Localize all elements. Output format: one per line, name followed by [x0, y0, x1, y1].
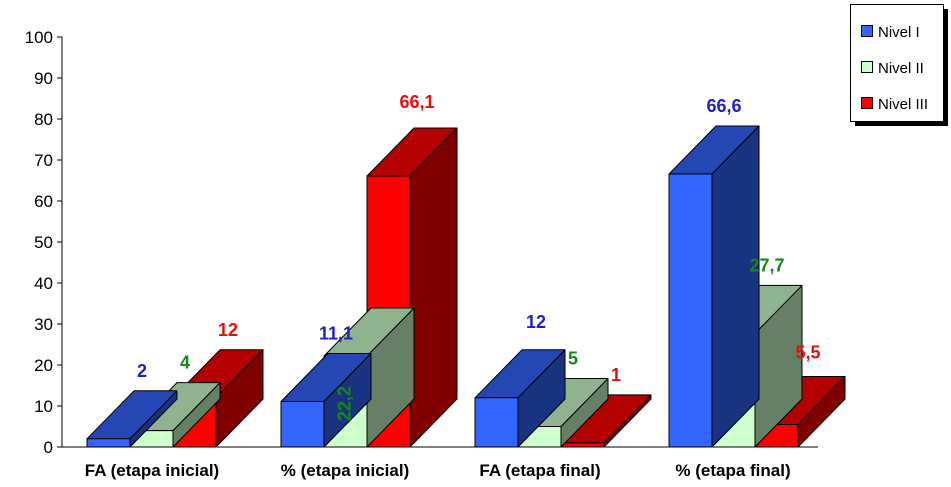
y-tick-label: 70	[34, 151, 53, 170]
data-label: 11,1	[319, 323, 353, 343]
y-tick-label: 100	[25, 28, 53, 47]
y-tick-label: 80	[34, 110, 53, 129]
bar-side-face	[409, 127, 458, 448]
x-category-label: FA (etapa inicial)	[85, 461, 219, 480]
y-tick-label: 20	[34, 356, 53, 375]
data-label: 66,6	[706, 96, 741, 116]
data-label: 4	[180, 353, 190, 373]
data-label: 1	[611, 365, 621, 385]
x-category-label: FA (etapa final)	[479, 461, 600, 480]
y-tick-label: 90	[34, 69, 53, 88]
data-labels: 2 11,1 12 66,6 4 22,2 5 27,7 12 66,1 1 5,5	[137, 92, 821, 421]
bar-1-1	[86, 390, 178, 448]
bar-1-3	[474, 349, 566, 448]
y-tick-label: 30	[34, 315, 53, 334]
data-label: 5,5	[795, 342, 820, 362]
x-category-label: % (etapa final)	[675, 461, 790, 480]
legend-swatch	[861, 25, 873, 37]
legend-label: Nivel I	[878, 24, 920, 41]
bar-front-face	[86, 438, 131, 448]
bar-front-face	[474, 397, 519, 448]
y-tick-label: 60	[34, 192, 53, 211]
plot-area	[86, 125, 846, 448]
x-axis-categories: FA (etapa inicial) % (etapa inicial) FA (e…	[85, 461, 791, 480]
y-tick-label: 50	[34, 233, 53, 252]
data-label: 2	[137, 361, 147, 381]
bar-front-face	[668, 173, 713, 448]
bar-1-4	[668, 125, 760, 448]
bar-1-2	[280, 352, 372, 448]
y-axis: 0 10 20 30 40 50 60 70 80 90 100	[25, 28, 818, 457]
y-tick-label: 0	[44, 438, 53, 457]
legend-label: Nivel III	[878, 96, 928, 113]
y-tick-label: 40	[34, 274, 53, 293]
bar-front-face	[560, 442, 605, 448]
legend-item: Nivel II	[861, 60, 924, 77]
y-tick-label: 10	[34, 397, 53, 416]
data-label: 27,7	[749, 255, 784, 275]
legend-swatch	[861, 97, 873, 109]
legend-label: Nivel II	[878, 60, 924, 77]
legend-item: Nivel I	[861, 24, 920, 41]
data-label: 12	[526, 312, 546, 332]
legend: Nivel I Nivel II Nivel III	[850, 4, 948, 126]
bar-side-face	[711, 125, 760, 448]
legend-swatch	[861, 61, 873, 73]
x-category-label: % (etapa inicial)	[281, 461, 409, 480]
data-label: 22,2	[335, 386, 355, 421]
bar-3-3	[560, 394, 652, 448]
data-label: 66,1	[399, 92, 434, 112]
bar-front-face	[280, 400, 325, 448]
legend-item: Nivel III	[861, 96, 928, 113]
data-label: 5	[568, 349, 578, 369]
data-label: 12	[218, 320, 238, 340]
